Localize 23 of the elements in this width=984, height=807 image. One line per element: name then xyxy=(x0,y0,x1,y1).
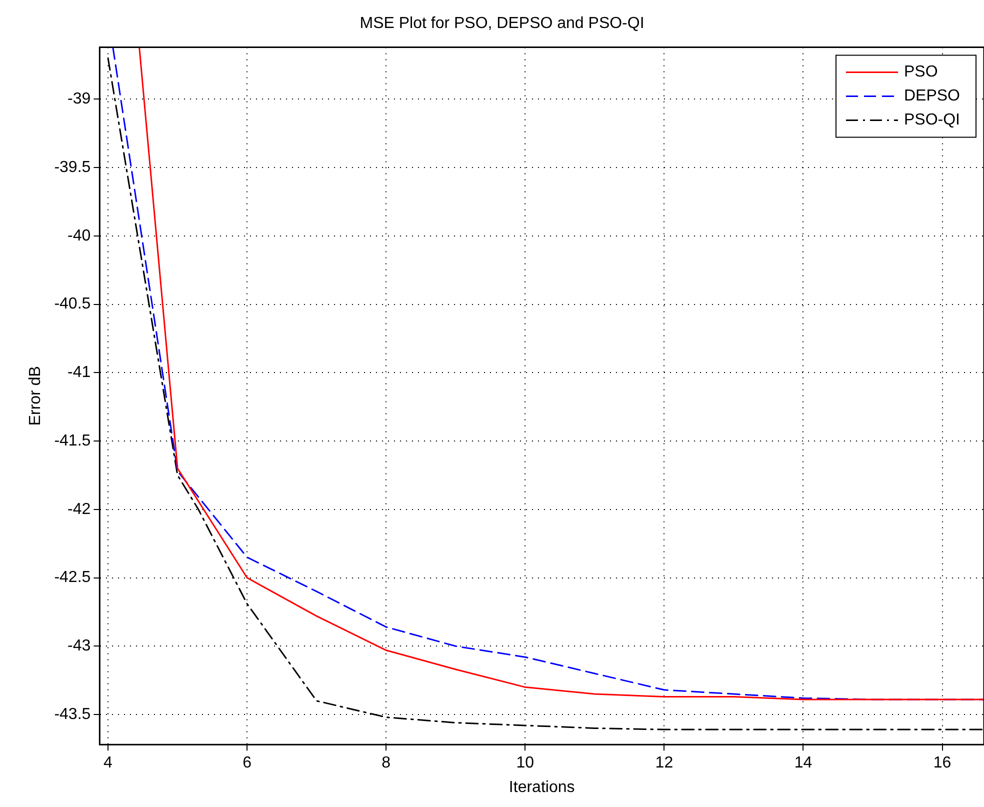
x-tick-label: 6 xyxy=(242,754,252,772)
y-tick-label: -40.5 xyxy=(54,296,91,313)
y-tick-label: -41.5 xyxy=(54,432,91,450)
y-tick-label: -43 xyxy=(68,638,91,655)
y-tick-label: -43.5 xyxy=(54,706,91,723)
y-tick-label: -42.5 xyxy=(54,569,91,586)
x-axis-title: Iterations xyxy=(508,778,575,796)
x-tick-label: 10 xyxy=(516,754,534,772)
x-tick-label: 16 xyxy=(933,754,952,772)
x-tick-label: 12 xyxy=(655,754,674,772)
legend-label: DEPSO xyxy=(904,88,960,105)
x-tick-label: 8 xyxy=(382,754,391,772)
legend-label: PSO-QI xyxy=(904,112,960,129)
y-tick-label: -40 xyxy=(68,227,91,244)
y-tick-label: -39 xyxy=(68,90,91,108)
y-tick-label: -41 xyxy=(68,364,91,382)
legend-label: PSO xyxy=(904,64,938,81)
y-tick-label: -39.5 xyxy=(54,158,91,176)
y-tick-label: -42 xyxy=(68,500,91,518)
x-tick-label: 14 xyxy=(794,754,812,772)
x-tick-label: 4 xyxy=(104,754,113,772)
chart-title: MSE Plot for PSO, DEPSO and PSO-QI xyxy=(360,15,644,32)
y-axis-title: Error dB xyxy=(27,366,44,426)
